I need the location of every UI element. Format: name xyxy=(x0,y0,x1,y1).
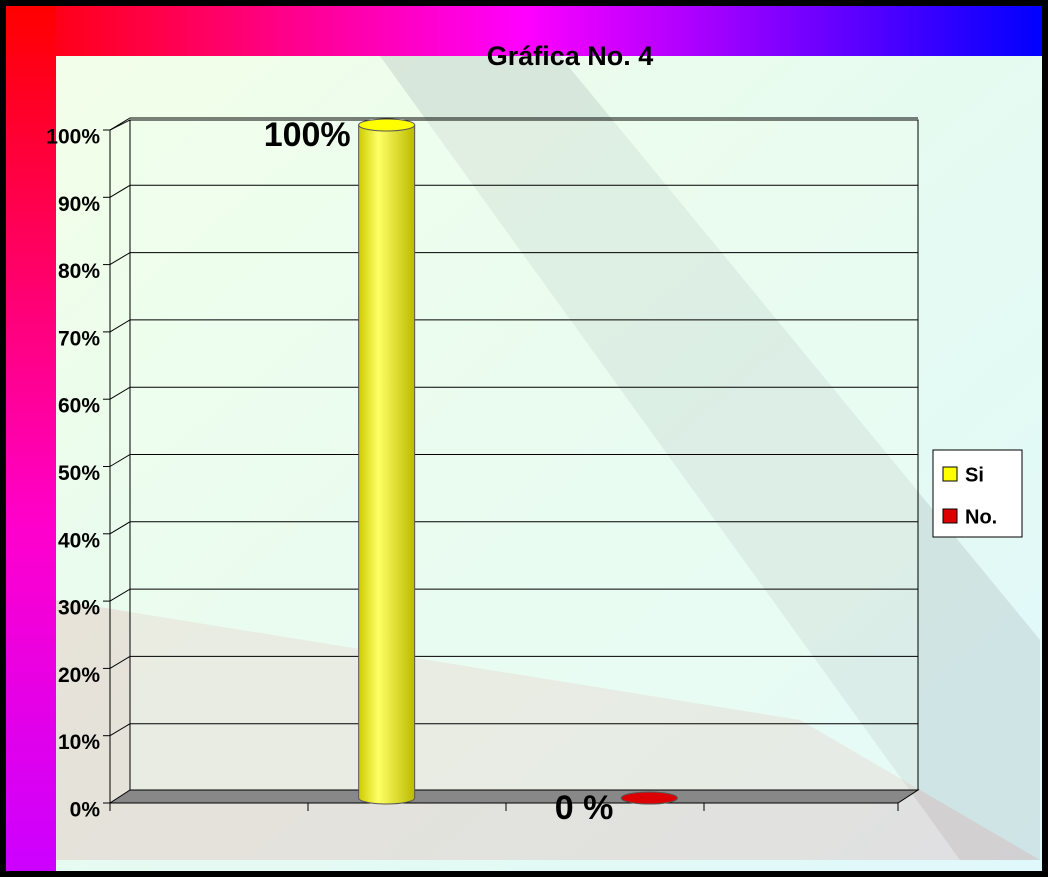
grid-line xyxy=(109,655,918,669)
grid-line xyxy=(109,723,918,737)
y-tick-label: 80% xyxy=(58,260,100,283)
grid-line xyxy=(109,319,918,333)
y-tick-label: 20% xyxy=(58,664,100,687)
decor xyxy=(380,56,1040,860)
data-label: 0 % xyxy=(555,789,614,827)
grid-line xyxy=(109,521,918,535)
legend-swatch xyxy=(942,508,958,524)
left-band xyxy=(6,6,56,871)
y-tick-label: 90% xyxy=(58,193,100,216)
grid-line xyxy=(109,386,918,400)
top-band xyxy=(6,6,1042,56)
y-tick-label: 30% xyxy=(58,597,100,620)
bar-top xyxy=(620,791,678,805)
legend-swatch xyxy=(942,466,958,482)
data-label: 100% xyxy=(264,116,351,154)
floor xyxy=(108,789,920,804)
background xyxy=(6,6,1042,871)
bar xyxy=(358,124,416,805)
y-tick-label: 70% xyxy=(58,327,100,350)
y-tick-label: 50% xyxy=(58,462,100,485)
grid-line xyxy=(109,588,918,602)
y-tick-label: 0% xyxy=(70,799,101,822)
grid-line xyxy=(109,454,918,467)
y-tick-label: 40% xyxy=(58,529,100,552)
legend-label: No. xyxy=(965,506,997,528)
grid-line xyxy=(109,184,918,198)
grid-line xyxy=(109,117,918,131)
y-tick-label: 100% xyxy=(46,126,100,149)
chart-title: Gráfica No. 4 xyxy=(487,41,654,71)
x-ticks xyxy=(109,803,899,811)
y-tick-label: 60% xyxy=(58,395,100,418)
bar-top xyxy=(358,118,416,132)
y-tick-label: 10% xyxy=(58,731,100,754)
grid-line xyxy=(109,252,918,266)
legend-label: Si xyxy=(965,464,984,486)
